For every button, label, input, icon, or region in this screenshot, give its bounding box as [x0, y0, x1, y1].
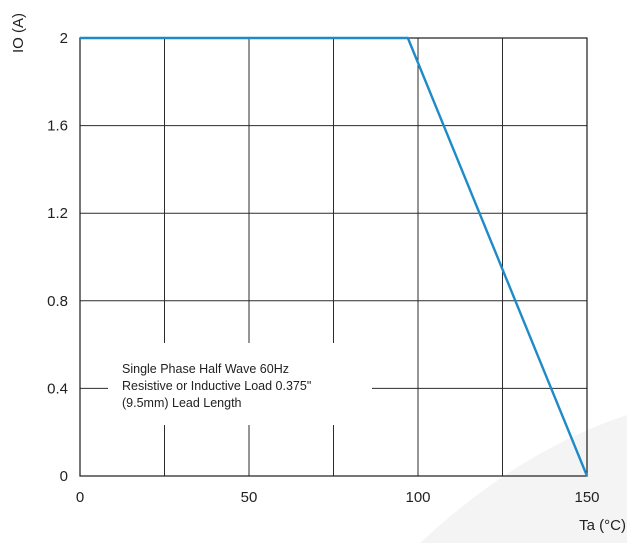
annotation-box: Single Phase Half Wave 60Hz Resistive or… — [108, 343, 372, 425]
y-axis-label: IO (A) — [10, 13, 27, 53]
x-tick-label: 50 — [241, 489, 258, 506]
y-tick-label: 2 — [60, 30, 68, 47]
y-tick-label: 1.6 — [47, 118, 68, 135]
x-tick-label: 0 — [76, 489, 84, 506]
x-tick-labels: 0 50 100 150 — [76, 489, 600, 506]
series-layer — [80, 36, 589, 477]
x-tick-label: 150 — [574, 489, 599, 506]
y-tick-label: 1.2 — [47, 205, 68, 222]
annotation-line-3: (9.5mm) Lead Length — [122, 396, 242, 410]
annotation-line-1: Single Phase Half Wave 60Hz — [122, 362, 289, 376]
x-tick-label: 100 — [405, 489, 430, 506]
y-tick-label: 0.8 — [47, 293, 68, 310]
series-line — [80, 36, 589, 477]
y-tick-label: 0 — [60, 468, 68, 485]
x-axis-label: Ta (°C) — [579, 517, 626, 534]
annotation-line-2: Resistive or Inductive Load 0.375" — [122, 379, 311, 393]
y-tick-labels: 0 0.4 0.8 1.2 1.6 2 — [47, 30, 68, 485]
y-tick-label: 0.4 — [47, 380, 68, 397]
